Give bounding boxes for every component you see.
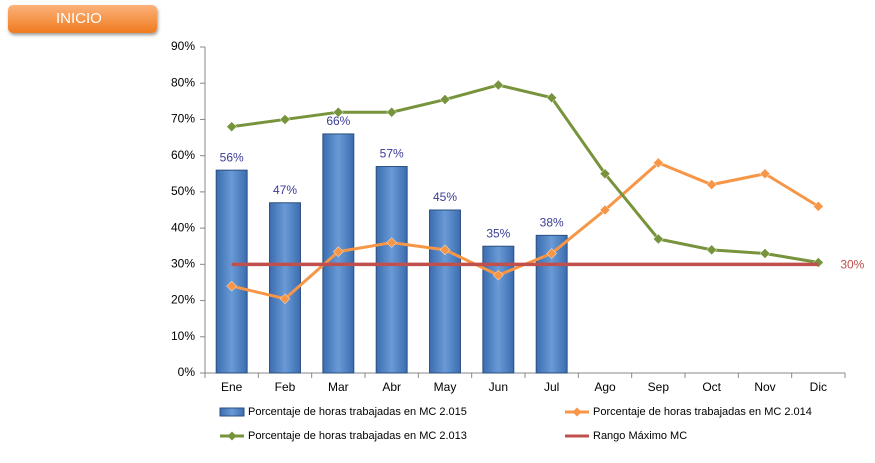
marker [546,248,558,259]
bar [375,166,408,374]
x-tick-label: Abr [382,380,401,394]
data-label: 45% [433,190,457,204]
x-tick-label: May [434,380,457,394]
marker [279,293,291,305]
marker [332,246,344,258]
data-label: 66% [326,114,350,128]
marker [759,248,771,259]
x-tick-label: Ene [221,380,243,394]
data-label: 30% [840,258,864,272]
x-tick-label: Feb [275,380,296,394]
y-tick-label: 50% [171,184,195,198]
bar [215,169,248,374]
x-tick-label: Jun [489,380,508,394]
marker [812,257,824,268]
data-label: 35% [486,226,510,240]
x-tick-label: Oct [702,380,721,394]
marker [546,92,558,104]
data-label: 56% [220,150,244,164]
marker [226,121,238,133]
legend-label: Porcentaje de horas trabajadas en MC 2.0… [248,406,467,418]
y-tick-label: 60% [171,148,195,162]
x-tick-label: Mar [328,380,349,394]
y-tick-label: 80% [171,75,195,89]
marker [812,201,824,212]
y-tick-label: 10% [171,329,195,343]
marker [759,168,771,180]
legend-swatch [219,407,245,417]
marker [279,114,291,125]
marker [706,244,718,256]
y-tick-label: 0% [178,365,196,379]
x-tick-label: Jul [544,380,559,394]
marker [652,157,664,169]
marker [652,233,664,245]
marker [599,168,611,180]
marker [706,179,718,190]
y-tick-label: 20% [171,293,195,307]
data-label: 57% [380,147,404,161]
line [231,83,819,265]
data-label: 47% [273,183,297,197]
marker [492,79,504,91]
line [231,161,820,301]
x-tick-label: Dic [810,380,827,394]
x-tick-label: Nov [754,380,775,394]
y-tick-label: 40% [171,220,195,234]
legend-label: Rango Máximo MC [593,430,687,442]
legend-label: Porcentaje de horas trabajadas en MC 2.0… [248,430,467,442]
marker [226,280,238,292]
y-tick-label: 30% [171,257,195,271]
marker [386,237,398,248]
x-tick-label: Sep [648,380,670,394]
legend-label: Porcentaje de horas trabajadas en MC 2.0… [593,406,812,418]
marker [599,204,611,216]
inicio-button[interactable]: INICIO [8,5,157,33]
bar [429,209,461,374]
legend-marker [572,407,582,417]
marker [439,244,451,256]
marker [492,269,504,281]
marker [332,106,344,118]
y-tick-label: 90% [171,39,195,53]
data-label: 38% [540,216,564,230]
bar [482,245,515,374]
marker [439,94,451,105]
y-tick-label: 70% [171,112,195,126]
marker [386,106,398,118]
x-tick-label: Ago [594,380,616,394]
legend-marker [227,431,237,441]
